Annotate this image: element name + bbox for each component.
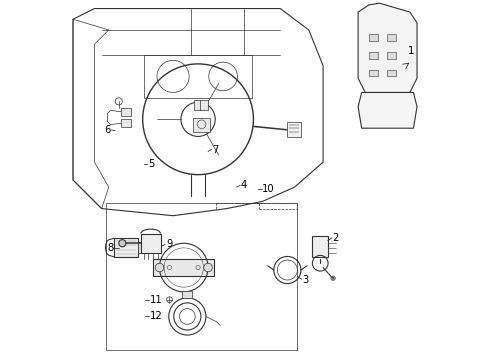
Text: 12: 12 bbox=[149, 311, 162, 321]
Text: 2: 2 bbox=[332, 233, 338, 243]
Text: 8: 8 bbox=[107, 243, 113, 253]
Bar bbox=[368, 34, 377, 41]
Circle shape bbox=[203, 263, 212, 272]
Bar bbox=[192, 118, 209, 132]
Circle shape bbox=[331, 277, 333, 279]
Bar bbox=[121, 119, 131, 127]
Polygon shape bbox=[357, 3, 416, 93]
Text: 1: 1 bbox=[407, 46, 413, 56]
Text: 11: 11 bbox=[149, 295, 162, 305]
Bar bbox=[287, 122, 300, 137]
Text: 10: 10 bbox=[262, 184, 274, 194]
Bar bbox=[386, 34, 395, 41]
Circle shape bbox=[119, 240, 125, 247]
Text: 4: 4 bbox=[241, 180, 246, 190]
Bar bbox=[106, 203, 297, 350]
Bar bbox=[194, 100, 207, 111]
Bar bbox=[386, 70, 395, 76]
Bar bbox=[182, 292, 192, 298]
Text: 7: 7 bbox=[212, 145, 218, 155]
Bar bbox=[121, 108, 131, 116]
Bar bbox=[144, 55, 251, 98]
Bar bbox=[312, 236, 328, 257]
Text: 3: 3 bbox=[302, 275, 308, 285]
Text: 6: 6 bbox=[104, 125, 111, 135]
Bar bbox=[141, 234, 160, 253]
Circle shape bbox=[155, 263, 163, 272]
Polygon shape bbox=[357, 93, 416, 128]
Bar bbox=[368, 52, 377, 59]
Bar bbox=[114, 238, 138, 257]
Bar bbox=[368, 70, 377, 76]
Bar bbox=[153, 259, 214, 276]
Bar bbox=[386, 52, 395, 59]
Text: 9: 9 bbox=[165, 239, 172, 249]
Text: 5: 5 bbox=[148, 159, 154, 169]
Bar bbox=[138, 242, 144, 253]
